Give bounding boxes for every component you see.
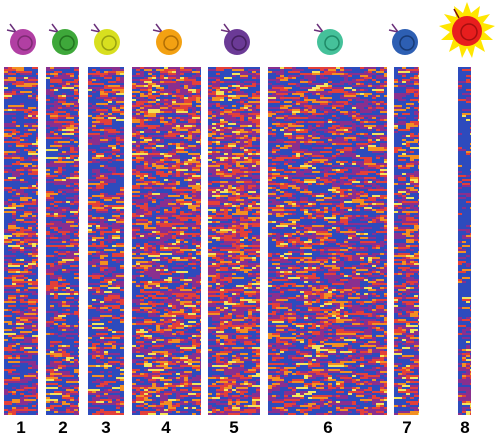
heatmap-strip-4 — [132, 67, 201, 415]
cell-icon-4 — [152, 23, 182, 55]
heatmap-strip-3 — [88, 67, 124, 415]
heatmap-strip-1 — [4, 67, 38, 415]
heatmap-strip-8 — [458, 67, 471, 415]
lane-number-2: 2 — [58, 418, 68, 437]
activated-cell-icon-8 — [439, 2, 495, 58]
heatmap-strip-2 — [46, 67, 79, 415]
heatmap-strip-5 — [208, 67, 260, 415]
lane-number-4: 4 — [161, 418, 171, 437]
lane-number-8: 8 — [460, 418, 470, 437]
lane-number-5: 5 — [229, 418, 239, 437]
cell-icon-1 — [6, 23, 36, 55]
lane-number-3: 3 — [101, 418, 111, 437]
cell-icon-6 — [313, 23, 343, 55]
lane-number-1: 1 — [16, 418, 26, 437]
lane-number-6: 6 — [323, 418, 333, 437]
heatmap-strip-6 — [268, 67, 387, 415]
cell-icon-2 — [48, 23, 78, 55]
cell-icon-5 — [220, 23, 250, 55]
lane-number-7: 7 — [402, 418, 412, 437]
cell-icon-3 — [90, 23, 120, 55]
heatmap-strip-7 — [394, 67, 419, 415]
cell-icon-7 — [388, 23, 418, 55]
